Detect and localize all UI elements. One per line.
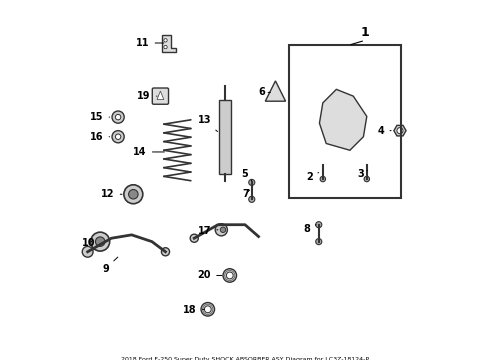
Circle shape: [226, 272, 233, 279]
Circle shape: [128, 189, 138, 199]
Text: 14: 14: [133, 147, 165, 157]
Circle shape: [112, 111, 124, 123]
Circle shape: [201, 302, 215, 316]
Circle shape: [316, 239, 322, 245]
Circle shape: [249, 196, 255, 202]
FancyBboxPatch shape: [152, 88, 169, 104]
Polygon shape: [157, 91, 164, 99]
Circle shape: [116, 134, 121, 139]
Text: 20: 20: [197, 270, 222, 280]
Text: 15: 15: [90, 112, 110, 122]
Circle shape: [91, 232, 110, 251]
Text: 2: 2: [306, 172, 318, 182]
Circle shape: [112, 131, 124, 143]
Circle shape: [82, 246, 93, 257]
Text: 16: 16: [90, 132, 110, 142]
Text: 6: 6: [259, 87, 270, 98]
Circle shape: [124, 185, 143, 204]
Circle shape: [320, 176, 325, 182]
Circle shape: [249, 179, 255, 185]
Text: 9: 9: [102, 257, 118, 274]
Text: 10: 10: [82, 238, 96, 248]
Text: 11: 11: [136, 38, 164, 48]
Text: 1: 1: [361, 26, 369, 39]
Circle shape: [164, 39, 167, 42]
Text: 3: 3: [357, 169, 368, 179]
Polygon shape: [394, 125, 406, 136]
Circle shape: [397, 127, 403, 134]
Text: 7: 7: [243, 189, 250, 199]
Circle shape: [215, 224, 227, 236]
Text: 4: 4: [378, 126, 391, 136]
Circle shape: [116, 114, 121, 120]
Circle shape: [220, 227, 226, 233]
Text: 2018 Ford F-250 Super Duty SHOCK ABSORBER ASY Diagram for LC3Z-18124-P: 2018 Ford F-250 Super Duty SHOCK ABSORBE…: [121, 357, 369, 360]
Polygon shape: [265, 81, 286, 101]
Text: 17: 17: [197, 226, 218, 236]
Circle shape: [364, 176, 369, 182]
Circle shape: [164, 45, 167, 49]
Text: 12: 12: [101, 189, 122, 199]
Circle shape: [190, 234, 198, 242]
Polygon shape: [162, 35, 175, 52]
Text: 5: 5: [242, 169, 252, 181]
Circle shape: [204, 306, 211, 313]
Circle shape: [316, 222, 322, 228]
Circle shape: [161, 248, 170, 256]
Bar: [289, 45, 401, 198]
Text: 13: 13: [197, 116, 218, 131]
Circle shape: [96, 237, 105, 246]
Polygon shape: [219, 99, 231, 174]
Text: 19: 19: [137, 91, 157, 101]
Text: 8: 8: [303, 224, 316, 234]
Text: 18: 18: [183, 305, 204, 315]
Circle shape: [223, 269, 237, 282]
Polygon shape: [319, 89, 367, 150]
